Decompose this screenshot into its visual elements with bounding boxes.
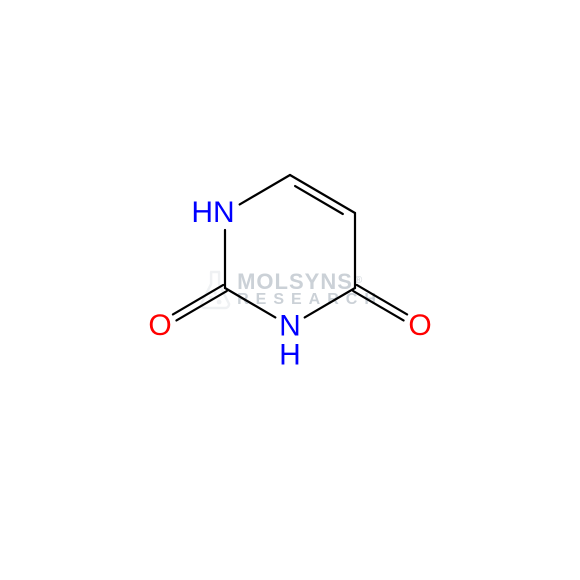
atom-label-o4: O — [408, 309, 431, 343]
atom-label-o2: O — [148, 309, 171, 343]
atom-label-n3: NH — [279, 313, 301, 370]
atom-label-n1: HN — [191, 196, 234, 230]
molecule-canvas — [0, 0, 580, 580]
